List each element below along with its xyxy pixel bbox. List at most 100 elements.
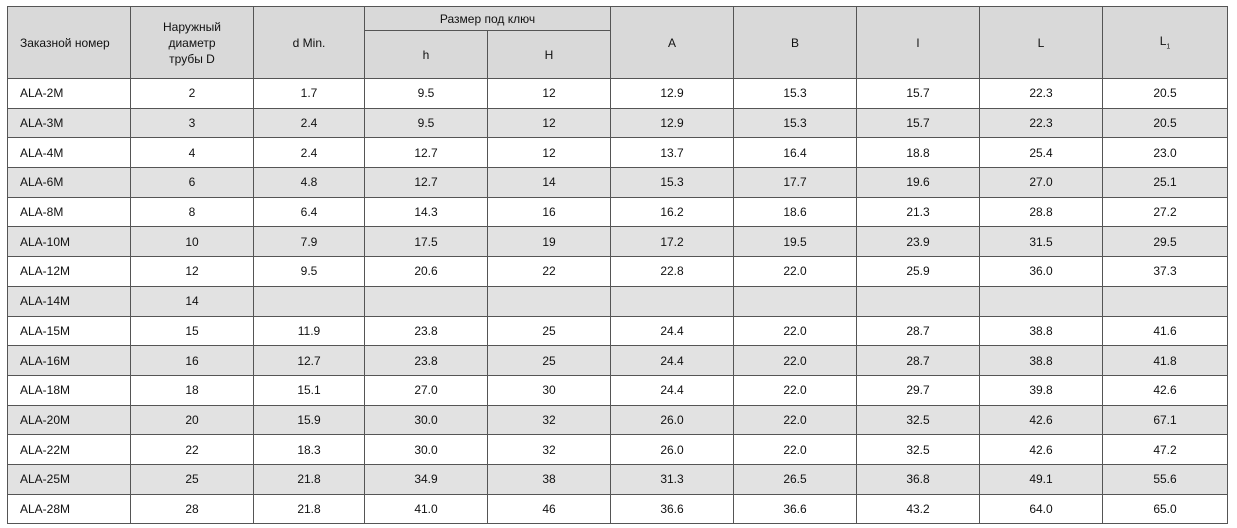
table-row: ALA-18M 18 15.1 27.0 30 24.4 22.0 29.7 39.8 42.6: [7, 374, 1229, 406]
table-cell: 32: [486, 404, 612, 436]
table-cell: ALA-8M: [7, 196, 131, 228]
table-cell: ALA-4M: [7, 137, 131, 169]
header-line: трубы D: [169, 51, 215, 66]
header-cell: A: [610, 6, 735, 79]
table-cell: 22.0: [733, 404, 858, 436]
table-cell: 38: [486, 463, 612, 495]
table-row: ALA-28M 28 21.8 41.0 46 36.6 36.6 43.2 64.0 65.0: [7, 493, 1229, 525]
header-line: диаметр: [168, 35, 216, 50]
table-cell: 39.8: [979, 374, 1104, 406]
table-row: ALA-8M 8 6.4 14.3 16 16.2 18.6 21.3 28.8 27.2: [7, 196, 1229, 228]
table-cell: 27.0: [364, 374, 488, 406]
table-cell: 28.7: [856, 315, 981, 347]
table-cell: 25: [486, 345, 612, 376]
table-cell: 25: [486, 315, 612, 347]
table-cell: 36.6: [733, 493, 858, 525]
table-cell: 22.0: [733, 256, 858, 287]
table-cell: 42.6: [979, 404, 1104, 436]
header-cell: l: [856, 6, 981, 79]
table-cell: ALA-14M: [7, 285, 131, 317]
table-cell: 17.7: [733, 167, 858, 198]
table-cell: 17.2: [610, 226, 735, 258]
table-cell: 9.5: [253, 256, 365, 287]
header-text: L: [1159, 34, 1167, 49]
table-cell: 22: [486, 256, 612, 287]
table-cell: 30: [486, 374, 612, 406]
header-cell: h: [364, 30, 488, 79]
table-cell: ALA-6M: [7, 167, 131, 198]
table-cell: 29.5: [1102, 226, 1229, 258]
table-cell: 21.3: [856, 196, 981, 228]
table-cell: 22: [130, 434, 254, 465]
table-cell: 19.6: [856, 167, 981, 198]
table-cell: 36.0: [979, 256, 1104, 287]
table-cell: 29.7: [856, 374, 981, 406]
table-cell: 34.9: [364, 463, 488, 495]
table-cell: 12: [486, 137, 612, 169]
table-cell: 15.1: [253, 374, 365, 406]
table-cell: 24.4: [610, 315, 735, 347]
table-cell: 10: [130, 226, 254, 258]
header-cell: H: [486, 30, 612, 79]
table-row: ALA-25M 25 21.8 34.9 38 31.3 26.5 36.8 49.1 55.6: [7, 463, 1229, 495]
table-cell: ALA-2M: [7, 78, 131, 109]
table-cell: 32.5: [856, 404, 981, 436]
table-cell: 30.0: [364, 404, 488, 436]
table-cell: 28.7: [856, 345, 981, 376]
table-row: ALA-20M 20 15.9 30.0 32 26.0 22.0 32.5 42.6 67.1: [7, 404, 1229, 436]
table-cell: ALA-25M: [7, 463, 131, 495]
table-cell: 15.7: [856, 78, 981, 109]
table-cell: 23.0: [1102, 137, 1229, 169]
table-cell: 42.6: [979, 434, 1104, 465]
table-cell: 27.0: [979, 167, 1104, 198]
table-cell: 65.0: [1102, 493, 1229, 525]
table-cell: 3: [130, 107, 254, 139]
table-cell: 28.8: [979, 196, 1104, 228]
table-cell: 17.5: [364, 226, 488, 258]
table-cell: 23.9: [856, 226, 981, 258]
table-cell: 12.9: [610, 78, 735, 109]
table-cell: ALA-10M: [7, 226, 131, 258]
table-row: ALA-15M 15 11.9 23.8 25 24.4 22.0 28.7 38.8 41.6: [7, 315, 1229, 347]
table-cell: 16: [130, 345, 254, 376]
table-cell: 14.3: [364, 196, 488, 228]
table-cell: 24.4: [610, 374, 735, 406]
table-cell: 20.6: [364, 256, 488, 287]
table-cell: 15.9: [253, 404, 365, 436]
table-cell: 25.4: [979, 137, 1104, 169]
spec-table: Заказной номер Наружный диаметр трубы D d …: [7, 6, 1229, 525]
table-cell: 23.8: [364, 345, 488, 376]
table-cell: 38.8: [979, 315, 1104, 347]
table-cell: [733, 285, 858, 317]
table-cell: ALA-28M: [7, 493, 131, 525]
table-cell: 23.8: [364, 315, 488, 347]
table-cell: 12.7: [253, 345, 365, 376]
table-cell: 22.3: [979, 78, 1104, 109]
table-cell: 4.8: [253, 167, 365, 198]
table-row: ALA-12M 12 9.5 20.6 22 22.8 22.0 25.9 36.0 37.3: [7, 256, 1229, 287]
table-cell: 15.3: [733, 78, 858, 109]
table-cell: 20.5: [1102, 78, 1229, 109]
header-sub: 1: [1166, 43, 1171, 51]
table-cell: 41.6: [1102, 315, 1229, 347]
table-cell: 15.3: [610, 167, 735, 198]
table-cell: 11.9: [253, 315, 365, 347]
table-cell: ALA-3M: [7, 107, 131, 139]
table-cell: 22.0: [733, 434, 858, 465]
table-cell: [253, 285, 365, 317]
table-cell: 6: [130, 167, 254, 198]
table-cell: 15.3: [733, 107, 858, 139]
table-cell: 12: [486, 107, 612, 139]
table-cell: 49.1: [979, 463, 1104, 495]
table-cell: 4: [130, 137, 254, 169]
table-cell: ALA-20M: [7, 404, 131, 436]
header-cell: d Min.: [253, 6, 365, 79]
table-cell: 55.6: [1102, 463, 1229, 495]
table-cell: 19.5: [733, 226, 858, 258]
table-cell: 26.5: [733, 463, 858, 495]
table-cell: 15.7: [856, 107, 981, 139]
table-cell: 27.2: [1102, 196, 1229, 228]
table-cell: 22.0: [733, 374, 858, 406]
table-cell: 31.3: [610, 463, 735, 495]
